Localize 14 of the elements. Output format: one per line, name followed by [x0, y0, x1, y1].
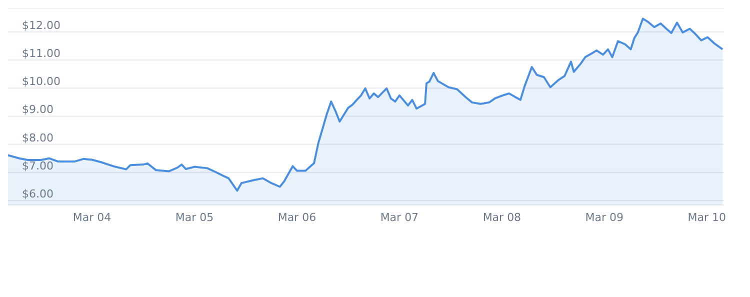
- x-tick-label: Mar 09: [585, 210, 624, 224]
- x-tick-label: Mar 05: [175, 210, 214, 224]
- x-tick-label: Mar 07: [380, 210, 419, 224]
- y-tick-label: $6.00: [22, 188, 54, 201]
- x-tick-label: Mar 10: [688, 210, 726, 224]
- y-tick-label: $8.00: [22, 131, 54, 144]
- y-tick-label: $9.00: [22, 103, 54, 116]
- y-tick-label: $12.00: [22, 18, 60, 32]
- x-tick-label: Mar 08: [482, 210, 522, 224]
- x-tick-label: Mar 04: [72, 210, 112, 224]
- y-tick-label: $10.00: [22, 75, 60, 88]
- y-tick-label: $7.00: [22, 159, 54, 172]
- y-tick-label: $11.00: [22, 46, 60, 60]
- x-tick-label: Mar 06: [278, 210, 316, 224]
